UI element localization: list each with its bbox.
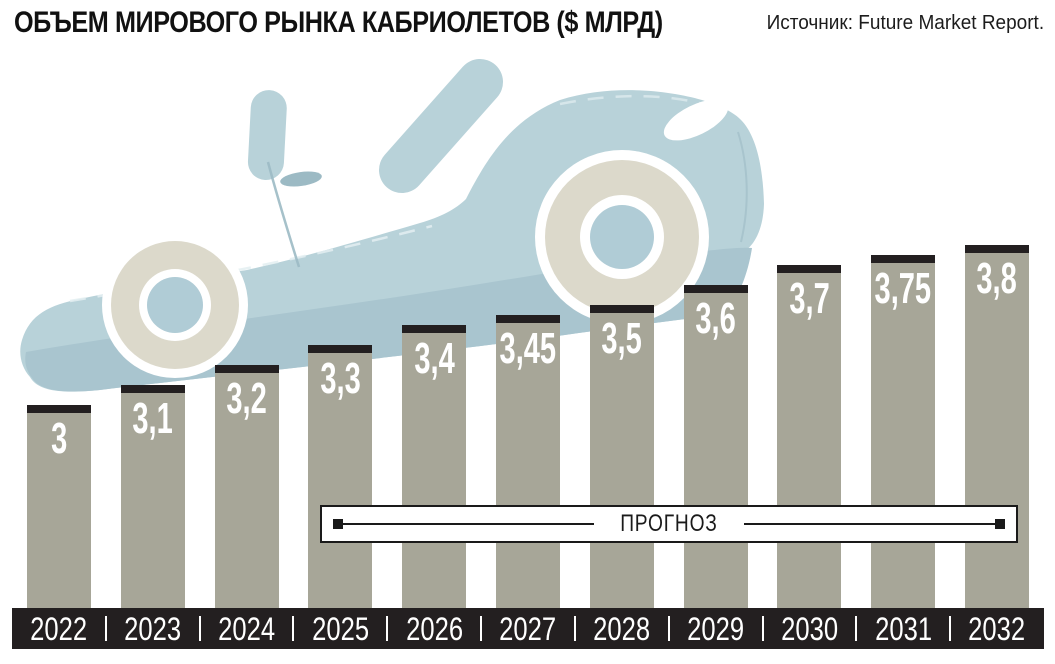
bar-value-label: 3,6: [695, 294, 736, 343]
x-axis-year-label: 2026: [405, 610, 463, 647]
bar-value-label: 3,1: [132, 394, 173, 443]
x-axis-cell-2024: 2024: [198, 608, 294, 649]
bar-value-label: 3,45: [499, 324, 557, 373]
x-axis-cell-2022: 2022: [12, 608, 106, 649]
bar-2031: 3,75: [871, 255, 936, 608]
forecast-line-left: [343, 523, 595, 525]
x-axis-cell-2031: 2031: [855, 608, 950, 649]
bar-value-label: 3: [50, 414, 67, 463]
x-axis-year-label: 2031: [874, 610, 932, 647]
x-axis-year-label: 2027: [499, 610, 557, 647]
x-axis-year-label: 2030: [780, 610, 838, 647]
bar-2024: 3,2: [214, 365, 279, 608]
bar-value-label: 3,75: [874, 264, 932, 313]
bar-value-label: 3,4: [413, 334, 455, 383]
forecast-line-left-endpoint: [333, 519, 343, 529]
forecast-line-right-endpoint: [995, 519, 1006, 529]
x-axis-cell-2029: 2029: [667, 608, 763, 649]
x-axis-cell-2032: 2032: [949, 608, 1044, 649]
bar-column-2030: 3,7: [763, 0, 857, 608]
source-note: Источник: Future Market Report.: [766, 12, 1044, 34]
bar-2029: 3,6: [683, 285, 748, 608]
bar-column-2031: 3,75: [856, 0, 950, 608]
bar-value-label: 3,2: [226, 374, 267, 423]
x-axis-year-label: 2028: [593, 610, 651, 647]
x-axis-year-label: 2025: [311, 610, 369, 647]
bar-2030: 3,7: [777, 265, 842, 608]
x-axis-cell-2028: 2028: [573, 608, 669, 649]
bar-column-2024: 3,2: [200, 0, 294, 608]
x-axis-year-label: 2022: [30, 610, 88, 647]
x-axis-cell-2027: 2027: [480, 608, 575, 649]
bar-2026: 3,4: [402, 325, 467, 608]
bar-2022: 3: [26, 405, 91, 608]
bar-value-label: 3,5: [601, 314, 642, 363]
forecast-line-right: [743, 523, 996, 525]
bar-2028: 3,5: [589, 305, 654, 608]
bar-2032: 3,8: [965, 245, 1030, 608]
x-axis-cell-2026: 2026: [386, 608, 481, 649]
x-axis-cell-2025: 2025: [292, 608, 387, 649]
bar-value-label: 3,8: [976, 254, 1018, 303]
page-title: ОБЪЕМ МИРОВОГО РЫНКА КАБРИОЛЕТОВ ($ МЛРД…: [14, 6, 663, 39]
x-axis-year-label: 2024: [218, 610, 276, 647]
x-axis-cell-2023: 2023: [104, 608, 200, 649]
x-axis-year-label: 2029: [687, 610, 745, 647]
bar-column-2032: 3,8: [950, 0, 1044, 608]
bar-value-label: 3,7: [789, 274, 830, 323]
bar-2025: 3,3: [308, 345, 373, 608]
bar-column-2023: 3,1: [106, 0, 200, 608]
bar-column-2022: 3: [12, 0, 106, 608]
forecast-label: ПРОГНОЗ: [620, 510, 718, 537]
x-axis-strip: 2022 2023 2024 2025 2026 2027 2028 2029 2030 2031…: [12, 608, 1044, 649]
x-axis-year-label: 2023: [124, 610, 182, 647]
bar-2023: 3,1: [120, 385, 185, 608]
bar-value-label: 3,3: [320, 354, 361, 403]
x-axis-year-label: 2032: [968, 610, 1026, 647]
x-axis-cell-2030: 2030: [761, 608, 857, 649]
bar-2027: 3,45: [495, 315, 560, 608]
forecast-band: ПРОГНОЗ: [320, 505, 1018, 543]
